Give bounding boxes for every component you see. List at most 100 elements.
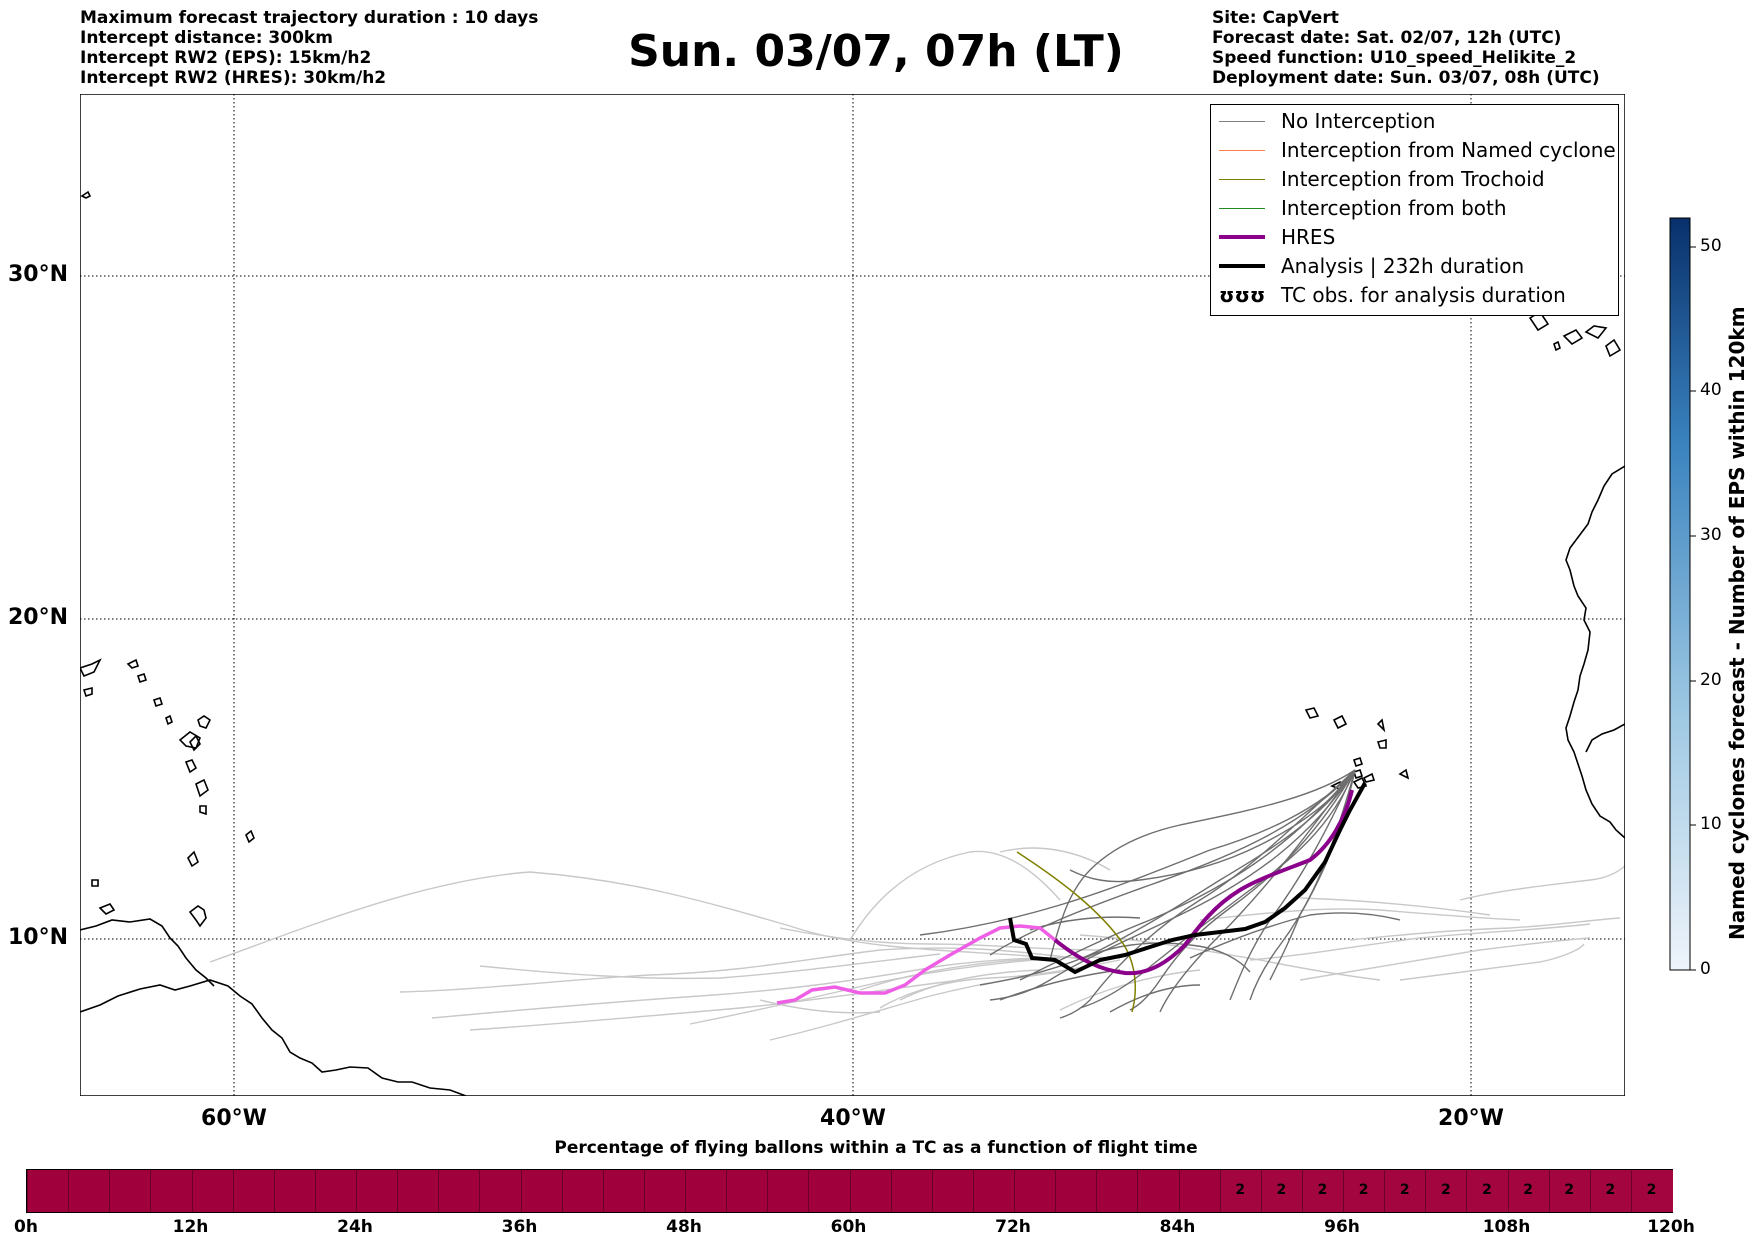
speed-function: Speed function: U10_speed_Helikite_2 bbox=[1212, 48, 1577, 68]
legend-item-named-cyclone: Interception from Named cyclone bbox=[1219, 136, 1616, 164]
cape-verde-6 bbox=[1352, 768, 1364, 780]
percent-bar-cell bbox=[1014, 1170, 1056, 1212]
percent-bar-tick: 0h bbox=[14, 1217, 38, 1237]
coastlines bbox=[80, 190, 1625, 1096]
lesser-antilles-3 bbox=[195, 778, 209, 798]
legend-item-trochoid: Interception from Trochoid bbox=[1219, 165, 1545, 193]
percent-bar-cell bbox=[726, 1170, 768, 1212]
legend-label: No Interception bbox=[1281, 109, 1436, 133]
map-legend: No Interception Interception from Named … bbox=[1210, 104, 1619, 316]
legend-item-both: Interception from both bbox=[1219, 194, 1507, 222]
percent-bar-cell bbox=[561, 1170, 604, 1212]
venezuela-coast bbox=[80, 918, 215, 987]
percent-bar-cell bbox=[1055, 1170, 1097, 1212]
lat-label-20n: 20°N bbox=[8, 605, 69, 630]
percent-bar-cell bbox=[1425, 1170, 1468, 1212]
island-c bbox=[165, 714, 173, 726]
lat-label-30n: 30°N bbox=[8, 262, 69, 287]
tobago bbox=[98, 903, 116, 915]
colorbar-tick-30: 30 bbox=[1700, 525, 1722, 545]
colorbar bbox=[1669, 217, 1696, 971]
intercept-distance: Intercept distance: 300km bbox=[80, 28, 333, 48]
intercept-rw2-hres: Intercept RW2 (HRES): 30km/h2 bbox=[80, 68, 387, 88]
percent-bar-tick: 120h bbox=[1647, 1217, 1695, 1237]
lat-label-10n: 10°N bbox=[8, 925, 69, 950]
percent-bar-tick: 72h bbox=[995, 1217, 1031, 1237]
percent-bar-tick: 84h bbox=[1159, 1217, 1196, 1237]
cape-verde-8 bbox=[1352, 756, 1364, 768]
percent-bar-cell bbox=[109, 1170, 151, 1212]
percent-bar-cell bbox=[1096, 1170, 1138, 1212]
percent-bar-cell bbox=[972, 1170, 1015, 1212]
canaries-2 bbox=[1562, 328, 1584, 346]
cape-verde-3 bbox=[1376, 718, 1386, 733]
trochoid-track bbox=[1016, 851, 1137, 1013]
percent-bar-tick: 48h bbox=[666, 1217, 702, 1237]
header-right-info: Site: CapVert Forecast date: Sat. 02/07,… bbox=[1212, 8, 1600, 88]
legend-swatch bbox=[1219, 235, 1265, 239]
lon-label-40w: 40°W bbox=[820, 1106, 886, 1131]
percent-bar-cell bbox=[68, 1170, 110, 1212]
intercept-rw2-eps: Intercept RW2 (EPS): 15km/h2 bbox=[80, 48, 372, 68]
percent-bar-cell bbox=[808, 1170, 850, 1212]
legend-swatch bbox=[1219, 149, 1265, 151]
cape-verde-2 bbox=[1332, 714, 1348, 730]
percent-bar-value: 2 bbox=[1440, 1182, 1451, 1198]
africa-coast-2 bbox=[1585, 723, 1625, 753]
percent-bar-cell bbox=[1466, 1170, 1509, 1212]
percent-bar-cell bbox=[27, 1170, 69, 1212]
island-a bbox=[136, 672, 148, 684]
percent-bar-cell bbox=[1219, 1170, 1262, 1212]
percent-bar-cell bbox=[273, 1170, 316, 1212]
percent-bar-cell bbox=[602, 1170, 645, 1212]
header-left-info: Maximum forecast trajectory duration : 1… bbox=[80, 8, 538, 88]
percent-bar-cell bbox=[1343, 1170, 1386, 1212]
legend-label: Analysis | 232h duration bbox=[1281, 254, 1525, 278]
ensemble-tracks-dark bbox=[919, 769, 1401, 1019]
ensemble-tracks-light bbox=[209, 847, 1625, 1041]
hres-track bbox=[1053, 789, 1354, 976]
legend-label: HRES bbox=[1281, 225, 1336, 249]
percent-bar-value: 2 bbox=[1564, 1182, 1575, 1198]
legend-item-analysis: Analysis | 232h duration bbox=[1219, 252, 1524, 280]
legend-item-tc-obs: ʊʊʊ TC obs. for analysis duration bbox=[1219, 281, 1566, 309]
percent-bar-cell bbox=[685, 1170, 727, 1212]
percent-bar-cell bbox=[931, 1170, 974, 1212]
percent-bar-cell bbox=[1137, 1170, 1179, 1212]
percent-bar-cell bbox=[1178, 1170, 1221, 1212]
colorbar-tick-40: 40 bbox=[1700, 380, 1722, 400]
percent-bar-tick: 24h bbox=[337, 1217, 373, 1237]
canaries-5 bbox=[1553, 340, 1561, 352]
colorbar-label: Named cyclones forecast - Number of EPS … bbox=[1725, 306, 1749, 940]
lesser-antilles-5 bbox=[178, 731, 201, 749]
percent-bar-tick: 36h bbox=[501, 1217, 538, 1237]
percent-bar-value: 2 bbox=[1523, 1182, 1533, 1198]
percent-bar-value: 2 bbox=[1399, 1182, 1410, 1198]
percent-bar-tick: 12h bbox=[172, 1217, 209, 1237]
cape-verde-1 bbox=[1304, 707, 1320, 719]
grenada bbox=[91, 879, 99, 887]
lesser-antilles-1 bbox=[197, 715, 212, 729]
legend-swatch bbox=[1219, 207, 1265, 209]
legend-label: TC obs. for analysis duration bbox=[1281, 283, 1566, 307]
percent-bar-value: 2 bbox=[1646, 1182, 1657, 1198]
percent-bar-cell bbox=[397, 1170, 439, 1212]
virgin-islands bbox=[126, 658, 140, 669]
percent-bar-cell bbox=[232, 1170, 275, 1212]
percent-bar-cell bbox=[1260, 1170, 1303, 1212]
lesser-antilles-6 bbox=[184, 759, 198, 774]
lon-label-20w: 20°W bbox=[1438, 1106, 1504, 1131]
south-america-coast bbox=[80, 979, 467, 1096]
legend-swatch bbox=[1219, 120, 1265, 122]
percent-bar-tick: 96h bbox=[1324, 1217, 1360, 1237]
st-vincent bbox=[187, 850, 199, 868]
percent-bar-value: 2 bbox=[1482, 1182, 1492, 1198]
percent-bar-cell bbox=[767, 1170, 809, 1212]
cape-verde-5 bbox=[1352, 776, 1368, 789]
trinidad bbox=[188, 905, 207, 928]
deployment-date: Deployment date: Sun. 03/07, 08h (UTC) bbox=[1212, 68, 1600, 88]
percent-bar-value: 2 bbox=[1276, 1182, 1287, 1198]
cape-verde-10 bbox=[1398, 768, 1410, 780]
percent-bar-cell bbox=[849, 1170, 892, 1212]
percent-bar-cell bbox=[1301, 1170, 1344, 1212]
